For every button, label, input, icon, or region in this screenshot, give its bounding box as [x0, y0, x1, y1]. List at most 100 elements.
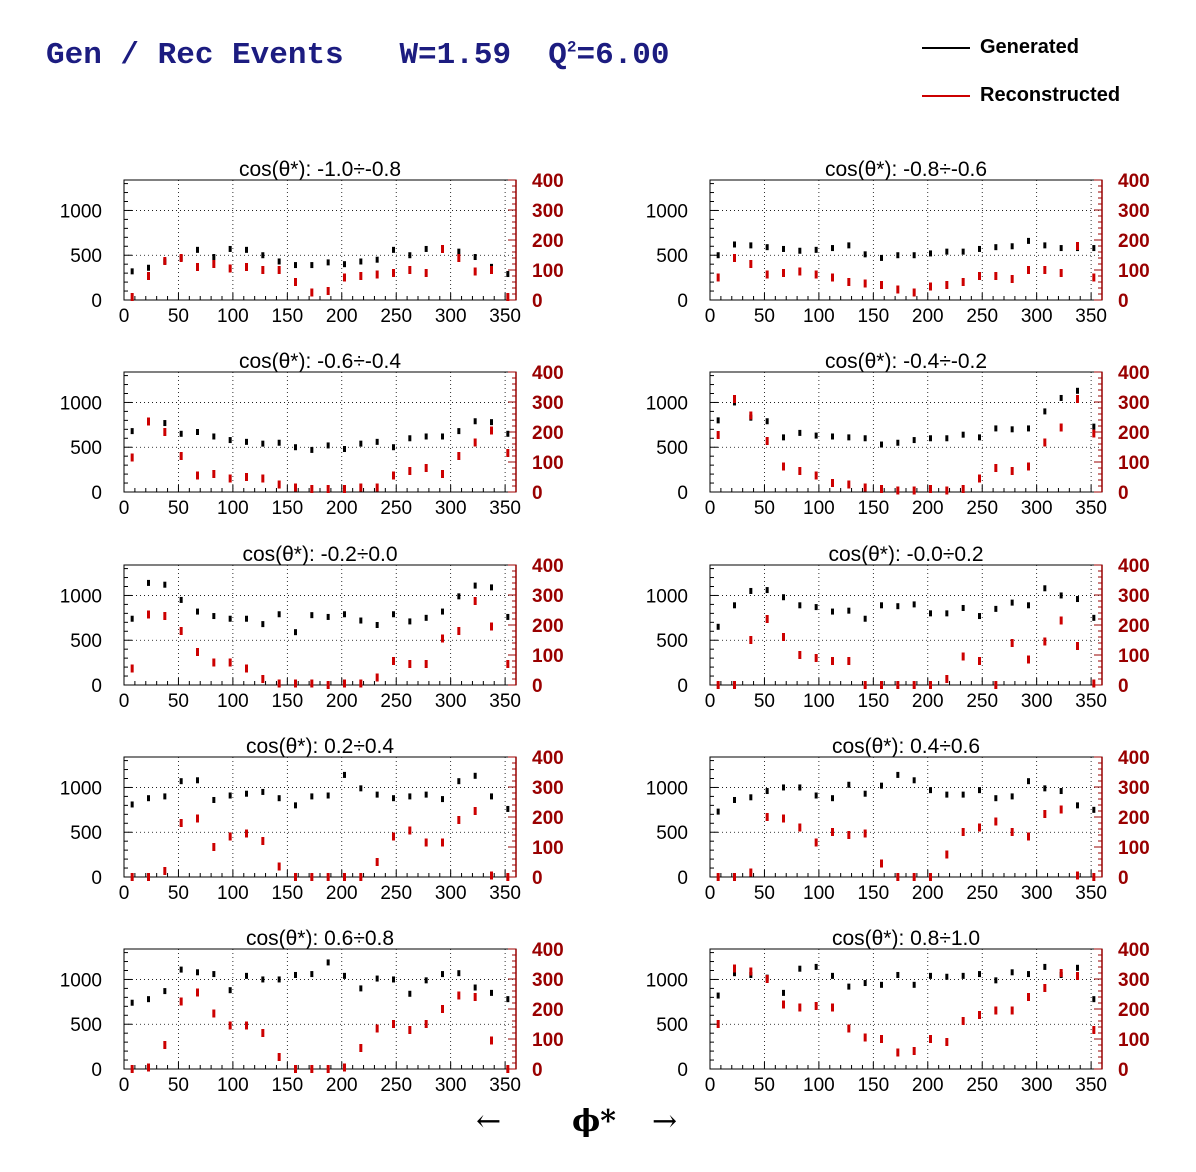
panel-7-x-tick-label: 250 — [380, 883, 412, 904]
panel-10-generated-point — [831, 972, 834, 979]
panel-1-generated-point — [130, 268, 134, 275]
panel-6-right-tick-label: 400 — [1118, 556, 1150, 577]
panel-4-generated-point — [994, 425, 998, 432]
panel-3-x-tick-label: 350 — [489, 498, 521, 519]
x-axis-footer: ← ϕ* → — [0, 1104, 1196, 1148]
panel-1-x-tick-label: 200 — [326, 306, 358, 327]
panel-2-reconstructed-point — [1059, 269, 1063, 277]
panel-3-x-tick-label: 200 — [326, 498, 358, 519]
panel-3-right-tick-label: 0 — [532, 483, 543, 504]
panel-5-generated-point — [424, 614, 428, 621]
panel-1-x-tick-label: 300 — [435, 306, 467, 327]
panel-8-x-tick-label: 300 — [1021, 883, 1053, 904]
panel-3-x-tick-label: 100 — [217, 498, 249, 519]
panel-2-reconstructed-point — [1092, 273, 1096, 282]
panel-3-right-tick-label: 300 — [532, 393, 564, 414]
panel-8-reconstructed-point — [1043, 810, 1047, 818]
panel-3-reconstructed-point — [294, 483, 297, 492]
panel-10-x-tick-label: 300 — [1021, 1075, 1053, 1096]
panel-8-reconstructed-point — [765, 813, 769, 821]
panel-3-reconstructed-point — [163, 428, 167, 436]
panel-8-generated-point — [880, 782, 883, 789]
panel-3-x-tick-label: 50 — [168, 498, 189, 519]
panel-8-right-tick-label: 400 — [1118, 748, 1150, 769]
panel-2-generated-point — [912, 252, 916, 259]
panel-6-generated-point — [1059, 592, 1063, 599]
panel-5-reconstructed-point — [424, 660, 428, 668]
panel-2-reconstructed-point — [847, 278, 851, 286]
panel-9-x-tick-label: 50 — [168, 1075, 189, 1096]
panel-8-x-tick-label: 0 — [705, 883, 716, 904]
panel-5-generated-point — [310, 612, 314, 619]
panel-1-reconstructed-point — [473, 267, 477, 276]
panel-10-title: cos(θ*): 0.8÷1.0 — [832, 927, 980, 950]
panel-10-reconstructed-point — [961, 1017, 965, 1025]
panel-9-x-tick-label: 350 — [489, 1075, 521, 1096]
panel-8-generated-point — [814, 792, 818, 799]
panel-3-x-tick-label: 150 — [271, 498, 303, 519]
panel-10-reconstructed-point — [1092, 1026, 1096, 1034]
panel-4-y-tick-label: 500 — [656, 438, 688, 459]
panel-6-generated-point — [733, 602, 736, 609]
panel-8-right-tick-label: 0 — [1118, 868, 1129, 889]
panel-3-y-tick-label: 1000 — [60, 393, 102, 414]
panel-3-generated-point — [163, 420, 167, 427]
panel-4-x-tick-label: 0 — [705, 498, 716, 519]
panel-2-reconstructed-point — [814, 270, 818, 279]
panel-3-generated-point — [294, 444, 297, 451]
panel-10-right-tick-label: 300 — [1118, 970, 1150, 991]
panel-4-generated-point — [880, 441, 883, 448]
panel-5-generated-point — [490, 584, 493, 591]
panel-7-generated-point — [228, 792, 232, 799]
panel-6-reconstructed-point — [896, 681, 900, 689]
panel-4-reconstructed-point — [961, 485, 965, 493]
panel-10-reconstructed-point — [945, 1038, 949, 1046]
panel-4-generated-point — [847, 434, 851, 441]
panel-4-reconstructed-point — [814, 471, 818, 480]
panel-7-reconstructed-point — [359, 873, 363, 881]
panel-10-generated-point — [1027, 971, 1030, 978]
panel-2-right-tick-label: 0 — [1118, 291, 1129, 312]
panel-1-reconstructed-point — [506, 293, 510, 301]
panel-10-generated-point — [814, 963, 818, 970]
panel-9-reconstructed-point — [310, 1065, 314, 1073]
panel-10-x-tick-label: 350 — [1075, 1075, 1107, 1096]
panel-5-generated-point — [130, 615, 134, 622]
panel-2-reconstructed-point — [896, 285, 900, 294]
panel-1-right-tick-label: 200 — [532, 231, 564, 252]
panel-5-reconstructed-point — [147, 610, 150, 619]
panel-7-x-tick-label: 350 — [489, 883, 521, 904]
panel-10-reconstructed-point — [880, 1035, 883, 1043]
panel-5-reconstructed-point — [196, 648, 199, 656]
panel-9-generated-point — [457, 970, 461, 977]
panel-6-title: cos(θ*): -0.0÷0.2 — [828, 543, 983, 566]
panel-9-reconstructed-point — [490, 1036, 493, 1045]
panel-4-reconstructed-point — [1092, 429, 1096, 438]
panel-2-generated-point — [733, 241, 736, 248]
panel-4-right-tick-label: 400 — [1118, 363, 1150, 384]
x-axis-label: ϕ* — [572, 1104, 616, 1139]
panel-4-reconstructed-point — [1043, 438, 1047, 447]
panel-6-reconstructed-point — [912, 681, 916, 689]
panel-4-generated-point — [863, 435, 867, 442]
panel-10-reconstructed-point — [798, 1003, 802, 1012]
panel-5-x-tick-label: 200 — [326, 691, 358, 712]
panel-7-x-tick-label: 0 — [119, 883, 130, 904]
panel-8-generated-point — [896, 771, 900, 778]
panel-5-reconstructed-point — [473, 597, 477, 605]
panel-10-reconstructed-point — [912, 1047, 916, 1055]
panel-9-right-tick-label: 100 — [532, 1030, 564, 1051]
panel-8-reconstructed-point — [716, 873, 720, 881]
panel-3-generated-point — [228, 437, 232, 444]
panel-2-frame — [709, 179, 1103, 301]
panel-6-reconstructed-point — [1027, 655, 1030, 664]
panel-10-generated-point — [912, 981, 916, 988]
panel-7-generated-point — [424, 791, 428, 798]
panel-9-reconstructed-point — [245, 1021, 248, 1030]
panel-5-x-tick-label: 0 — [119, 691, 130, 712]
panel-2-reconstructed-point — [1076, 242, 1079, 250]
panel-2-generated-point — [814, 246, 818, 253]
panel-5-reconstructed-point — [490, 622, 493, 631]
panel-3-generated-point — [441, 433, 444, 440]
panel-8-reconstructed-point — [945, 850, 949, 859]
